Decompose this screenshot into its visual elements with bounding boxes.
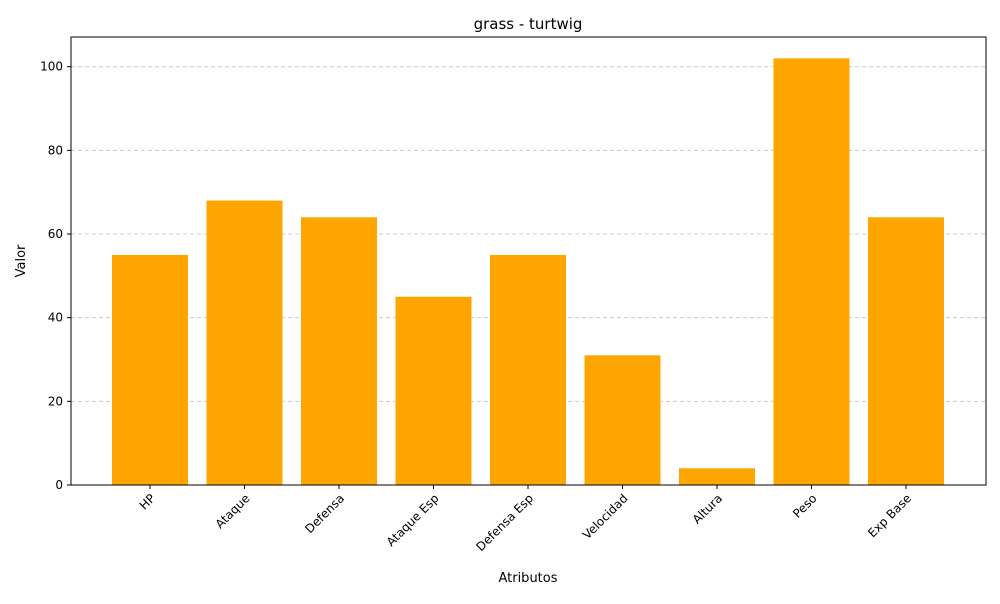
bar-velocidad <box>584 355 661 485</box>
x-tick-label: Altura <box>690 491 725 526</box>
x-tick-label: HP <box>137 491 158 512</box>
bar-hp <box>112 254 188 485</box>
x-tick-label: Ataque Esp <box>384 491 442 549</box>
y-tick-label: 100 <box>40 60 63 74</box>
bar-ataque-esp <box>395 296 472 485</box>
x-tick-label: Defensa Esp <box>473 491 536 554</box>
bar-ataque <box>206 200 283 486</box>
bar-defensa <box>301 217 377 485</box>
y-tick-label: 0 <box>55 478 63 492</box>
y-axis-label: Valor <box>14 244 29 277</box>
x-tick-label: Velocidad <box>580 491 631 542</box>
y-tick-label: 20 <box>48 394 63 408</box>
x-tick-label: Exp Base <box>865 491 914 540</box>
bar-altura <box>679 468 755 485</box>
y-tick-label: 40 <box>48 311 63 325</box>
y-tick-label: 60 <box>48 227 63 241</box>
bar-peso <box>773 58 850 485</box>
x-tick-label: Defensa <box>302 491 347 536</box>
bar-defensa-esp <box>490 254 566 485</box>
x-axis-label: Atributos <box>498 571 557 586</box>
y-tick-label: 80 <box>48 143 63 157</box>
bar-layer <box>112 58 944 486</box>
chart-title: grass - turtwig <box>474 15 583 33</box>
bar-exp-base <box>868 217 944 485</box>
x-tick-label: Peso <box>790 491 820 521</box>
x-tick-label: Ataque <box>213 491 253 531</box>
